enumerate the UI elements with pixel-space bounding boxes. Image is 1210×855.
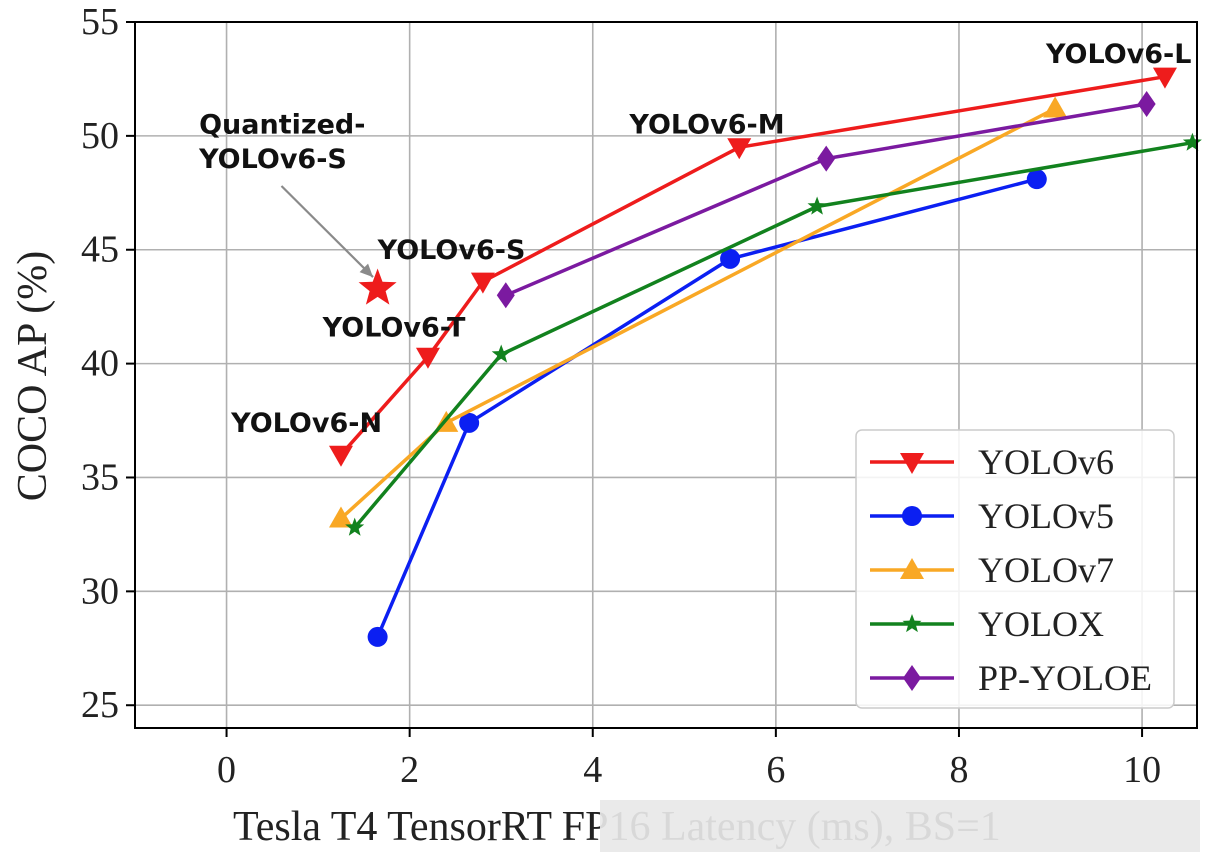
y-tick-label: 50 xyxy=(81,115,119,157)
annotation-label: YOLOv6-M xyxy=(628,110,784,141)
legend-swatch-marker xyxy=(900,453,924,474)
legend-swatch-marker xyxy=(903,665,921,691)
yolov5-point xyxy=(459,412,480,433)
series-layer xyxy=(328,67,1202,647)
legend-label: YOLOv6 xyxy=(978,442,1114,482)
legend-swatch-marker xyxy=(900,558,924,579)
plot-frame xyxy=(134,21,1198,729)
legend-swatch-marker xyxy=(902,506,922,526)
x-tick-label: 8 xyxy=(949,749,968,791)
y-tick-label: 45 xyxy=(81,229,119,271)
legend-label: PP-YOLOE xyxy=(978,658,1152,698)
yolov6-point xyxy=(415,347,440,369)
y-tick-label: 40 xyxy=(81,343,119,385)
annotation-label: YOLOv6-L xyxy=(1045,39,1192,70)
series-pp-yoloe xyxy=(496,90,1156,309)
yolov6-point xyxy=(328,445,353,467)
yolov5-line xyxy=(375,177,1038,638)
yolox-point xyxy=(345,517,365,536)
legend-label: YOLOv7 xyxy=(978,550,1114,590)
annotation-label: Quantized- xyxy=(199,110,365,141)
annotation-label: YOLOv6-S xyxy=(198,144,347,175)
annotation-label: YOLOv6-S xyxy=(377,235,526,266)
y-tick-label: 55 xyxy=(81,1,119,43)
legend-item-pp-yoloe: PP-YOLOE xyxy=(870,658,1152,698)
quantized-yolov6-s-point xyxy=(358,268,397,305)
quantized-arrow-head xyxy=(359,263,374,278)
watermark-blur xyxy=(600,800,1200,852)
x-tick-label: 10 xyxy=(1123,749,1161,791)
y-tick-label: 30 xyxy=(81,570,119,612)
yolov5-point xyxy=(367,626,388,647)
y-tick-label: 25 xyxy=(81,684,119,726)
yolox-point xyxy=(807,196,827,215)
quantized-arrow-line xyxy=(280,185,374,278)
yolov6-point xyxy=(1152,67,1177,89)
yolox-point xyxy=(1182,132,1202,151)
x-tick-label: 0 xyxy=(217,749,236,791)
pp-yoloe-point xyxy=(496,282,515,309)
x-tick-label: 4 xyxy=(583,749,602,791)
tick-labels: 0 2 4 6 8 10 25 30 35 40 45 50 55 xyxy=(81,1,1161,791)
pp-yoloe-point xyxy=(1137,90,1156,117)
legend-item-yolox: YOLOX xyxy=(870,604,1104,644)
pp-yoloe-point xyxy=(817,145,836,172)
x-tick-label: 2 xyxy=(400,749,419,791)
legend-item-yolov7: YOLOv7 xyxy=(870,550,1114,590)
yolov7-point xyxy=(328,506,353,528)
yolox-line xyxy=(353,140,1193,529)
yolov5-point xyxy=(1026,169,1047,190)
series-yolov5 xyxy=(367,169,1047,647)
yolov5-point xyxy=(720,248,741,269)
y-tick-label: 35 xyxy=(81,456,119,498)
series-yolov6 xyxy=(328,67,1177,467)
annotation-layer: YOLOv6-N YOLOv6-T YOLOv6-S YOLOv6-M YOLOv6-L… xyxy=(198,39,1191,439)
yolov7-point xyxy=(1043,96,1068,118)
yolov6-point xyxy=(470,272,495,294)
yolov6-point xyxy=(727,138,752,160)
legend-label: YOLOv5 xyxy=(978,496,1114,536)
annotation-label: YOLOv6-N xyxy=(230,408,382,439)
legend-item-yolov6: YOLOv6 xyxy=(870,442,1114,482)
legend-item-yolov5: YOLOv5 xyxy=(870,496,1114,536)
legend-box xyxy=(855,429,1175,709)
legend-swatch-marker xyxy=(902,614,922,633)
y-axis-label: COCO AP (%) xyxy=(10,251,56,501)
series-yolox xyxy=(345,132,1202,536)
annotation-label: YOLOv6-T xyxy=(322,312,466,343)
legend-label: YOLOX xyxy=(978,604,1104,644)
legend: YOLOv6 YOLOv5 YOLOv7 YOLOX PP-YOLOE xyxy=(855,429,1175,709)
x-tick-label: 6 xyxy=(766,749,785,791)
yolox-point xyxy=(491,344,511,363)
